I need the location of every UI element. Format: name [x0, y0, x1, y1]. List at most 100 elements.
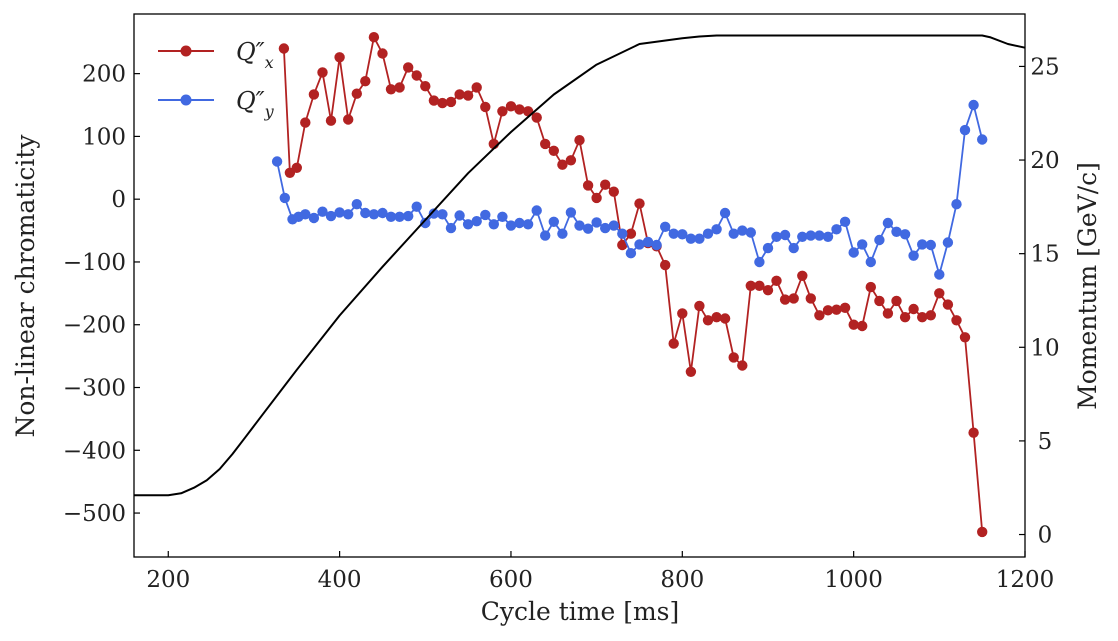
data-point-qy: [839, 216, 851, 227]
legend-label-qx: Q″x: [236, 38, 274, 72]
y-left-tick-label: −400: [63, 438, 126, 464]
data-point-qy: [625, 248, 637, 259]
data-point-qy: [394, 211, 405, 222]
data-point-qx: [351, 88, 362, 99]
data-point-qx: [874, 295, 885, 307]
data-point-qx: [394, 82, 405, 93]
data-point-qx: [325, 115, 337, 126]
y-right-tick-label: 20: [1030, 148, 1059, 174]
data-point-qy: [762, 242, 774, 254]
data-point-qx: [660, 259, 671, 271]
data-point-qy: [694, 233, 705, 244]
data-point-qy: [754, 256, 765, 268]
data-point-qy: [514, 217, 525, 229]
data-point-qx: [428, 95, 440, 106]
data-point-qx: [968, 427, 979, 438]
data-point-qy: [540, 230, 551, 241]
data-point-qx: [582, 180, 594, 191]
data-point-qy: [934, 269, 945, 280]
y-right-tick-label: 15: [1030, 242, 1059, 268]
data-point-qx: [814, 310, 825, 321]
data-point-qy: [857, 239, 868, 250]
data-point-qx: [899, 312, 911, 323]
data-point-qy: [959, 124, 971, 136]
data-point-qy: [334, 207, 345, 218]
data-point-qx: [548, 145, 559, 156]
data-point-qy: [600, 222, 611, 234]
data-point-qx: [839, 302, 851, 313]
data-point-qx: [540, 138, 551, 150]
y-left-tick-label: 0: [111, 187, 126, 213]
data-point-qx: [574, 135, 585, 146]
data-point-qx: [737, 360, 748, 371]
data-point-qy: [403, 210, 414, 222]
plot-frame: [133, 13, 1026, 558]
data-point-qx: [368, 32, 380, 43]
data-point-qy: [660, 221, 671, 232]
data-point-qx: [668, 338, 679, 349]
x-tick-label: 1000: [824, 567, 883, 593]
data-point-qy: [848, 247, 859, 258]
data-point-qx: [942, 299, 954, 310]
y-right-tick-label: 5: [1038, 429, 1053, 455]
data-point-qx: [831, 304, 842, 315]
data-point-qx: [711, 312, 722, 323]
data-point-qx: [934, 288, 945, 299]
data-point-qx: [497, 106, 508, 117]
data-point-qx: [865, 281, 876, 293]
data-point-qy: [685, 233, 697, 244]
data-point-qy: [925, 239, 936, 251]
data-point-qy: [351, 199, 362, 210]
y-axis-left: 200 100 0 −100 −200 −300 −400 −500: [63, 62, 140, 527]
data-point-qx: [685, 366, 697, 377]
data-point-qy: [385, 211, 397, 222]
y-right-tick-label: 10: [1030, 335, 1059, 361]
series-line-momentum: [134, 34, 1026, 497]
data-point-qx: [591, 192, 602, 204]
data-point-qy: [420, 217, 431, 229]
data-point-qy: [745, 227, 756, 238]
legend-label-qy: Q″y: [236, 87, 275, 121]
data-point-qx: [625, 228, 637, 239]
data-point-qx: [917, 312, 928, 323]
data-point-qy: [325, 210, 337, 222]
y-axis-left-title: Non-linear chromaticity: [11, 134, 40, 438]
data-point-qy: [737, 225, 748, 236]
data-point-qx: [317, 67, 328, 78]
data-point-qx: [343, 114, 354, 125]
data-point-qy: [582, 223, 594, 234]
y-left-tick-label: −300: [63, 376, 126, 402]
data-point-qx: [925, 310, 936, 321]
data-point-qy: [968, 99, 979, 111]
y-right-tick-label: 0: [1038, 523, 1053, 549]
series-layer: [134, 32, 1026, 538]
data-point-qy: [977, 134, 988, 145]
data-point-qx: [951, 315, 962, 326]
legend-label-qy-sub: y: [264, 102, 275, 121]
data-point-qy: [368, 209, 380, 220]
data-point-qx: [797, 270, 808, 281]
data-point-qy: [548, 216, 559, 227]
x-tick-label: 400: [318, 567, 362, 593]
data-point-qy: [591, 217, 602, 228]
y-left-tick-label: −200: [63, 313, 126, 339]
y-axis-right-title: Momentum [GeV/c]: [1073, 162, 1102, 410]
data-point-qy: [711, 224, 722, 235]
plot-background: [134, 14, 1025, 557]
data-point-qx: [437, 97, 448, 109]
data-point-qy: [882, 217, 894, 229]
x-axis-title: Cycle time [ms]: [481, 597, 680, 626]
data-point-qy: [891, 226, 902, 237]
x-tick-label: 200: [146, 567, 190, 593]
data-point-qy: [480, 209, 491, 221]
data-point-qx: [771, 275, 782, 286]
data-point-qy: [271, 156, 283, 167]
data-point-qy: [488, 219, 499, 230]
legend-marker-qx: [180, 45, 192, 57]
data-point-qy: [822, 231, 834, 242]
data-point-qx: [694, 300, 705, 312]
data-point-qx: [608, 186, 619, 197]
data-point-qx: [754, 280, 765, 291]
data-point-qx: [411, 70, 422, 81]
